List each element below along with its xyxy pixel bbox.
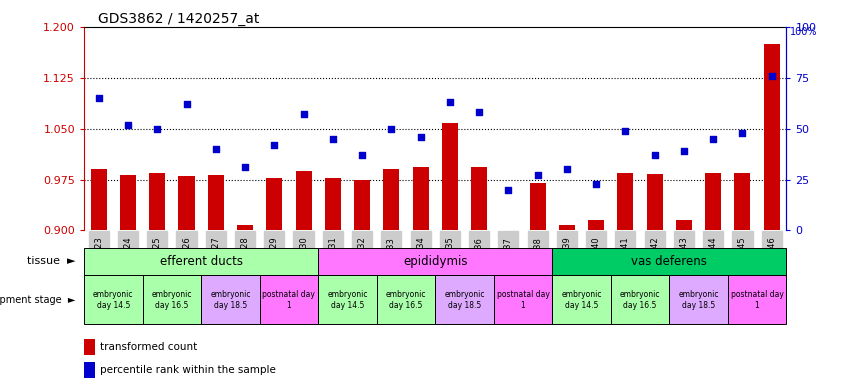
Point: [590, 180, 603, 187]
Bar: [178, 176, 194, 230]
Bar: [318, 275, 377, 324]
Point: [560, 166, 574, 172]
Bar: [647, 174, 663, 230]
Point: [619, 127, 632, 134]
Bar: [588, 220, 604, 230]
Point: [209, 146, 223, 152]
Text: postnatal day
1: postnatal day 1: [731, 290, 784, 310]
Bar: [325, 178, 341, 230]
Bar: [471, 167, 487, 230]
Point: [531, 172, 544, 179]
Text: vas deferens: vas deferens: [632, 255, 707, 268]
Bar: [208, 175, 224, 230]
Bar: [553, 248, 786, 275]
Point: [706, 136, 720, 142]
Bar: [237, 225, 253, 230]
Point: [92, 95, 105, 101]
Point: [473, 109, 486, 116]
Bar: [143, 275, 201, 324]
Bar: [705, 174, 722, 230]
Point: [501, 187, 515, 193]
Bar: [201, 275, 260, 324]
Point: [648, 152, 661, 158]
Bar: [436, 275, 494, 324]
Point: [736, 130, 749, 136]
Bar: [377, 275, 436, 324]
Point: [443, 99, 457, 105]
Point: [356, 152, 369, 158]
Bar: [676, 220, 692, 230]
Bar: [84, 275, 143, 324]
Text: embryonic
day 18.5: embryonic day 18.5: [679, 290, 719, 310]
Bar: [553, 275, 611, 324]
Text: embryonic
day 16.5: embryonic day 16.5: [386, 290, 426, 310]
Bar: [558, 225, 575, 230]
Text: postnatal day
1: postnatal day 1: [262, 290, 315, 310]
Bar: [727, 275, 786, 324]
Bar: [91, 169, 107, 230]
Point: [765, 73, 779, 79]
Bar: [611, 275, 669, 324]
Point: [384, 126, 398, 132]
Bar: [318, 248, 553, 275]
Text: embryonic
day 16.5: embryonic day 16.5: [620, 290, 660, 310]
Bar: [84, 248, 318, 275]
Text: efferent ducts: efferent ducts: [160, 255, 243, 268]
Text: embryonic
day 14.5: embryonic day 14.5: [327, 290, 368, 310]
Bar: [354, 180, 370, 230]
Text: embryonic
day 18.5: embryonic day 18.5: [444, 290, 484, 310]
Point: [267, 142, 281, 148]
Point: [326, 136, 340, 142]
Point: [238, 164, 251, 170]
Text: postnatal day
1: postnatal day 1: [496, 290, 549, 310]
Text: development stage  ►: development stage ►: [0, 295, 76, 305]
Text: embryonic
day 16.5: embryonic day 16.5: [151, 290, 192, 310]
Bar: [260, 275, 318, 324]
Text: embryonic
day 14.5: embryonic day 14.5: [93, 290, 134, 310]
Bar: [267, 178, 283, 230]
Bar: [413, 167, 429, 230]
Bar: [669, 275, 727, 324]
Bar: [764, 44, 780, 230]
Bar: [383, 169, 399, 230]
Bar: [84, 339, 95, 355]
Text: epididymis: epididymis: [403, 255, 468, 268]
Bar: [149, 174, 166, 230]
Text: 100%: 100%: [790, 27, 817, 37]
Point: [151, 126, 164, 132]
Point: [121, 121, 135, 127]
Point: [677, 148, 690, 154]
Point: [414, 134, 427, 140]
Bar: [617, 174, 633, 230]
Text: embryonic
day 18.5: embryonic day 18.5: [210, 290, 251, 310]
Text: GDS3862 / 1420257_at: GDS3862 / 1420257_at: [98, 12, 260, 26]
Point: [297, 111, 310, 118]
Bar: [442, 123, 458, 230]
Bar: [120, 175, 136, 230]
Point: [180, 101, 193, 107]
Bar: [530, 183, 546, 230]
Text: embryonic
day 14.5: embryonic day 14.5: [561, 290, 602, 310]
Bar: [295, 171, 312, 230]
Text: percentile rank within the sample: percentile rank within the sample: [99, 365, 275, 375]
Text: transformed count: transformed count: [99, 342, 197, 352]
Bar: [84, 362, 95, 378]
Text: tissue  ►: tissue ►: [27, 256, 76, 266]
Bar: [494, 275, 553, 324]
Bar: [734, 174, 750, 230]
